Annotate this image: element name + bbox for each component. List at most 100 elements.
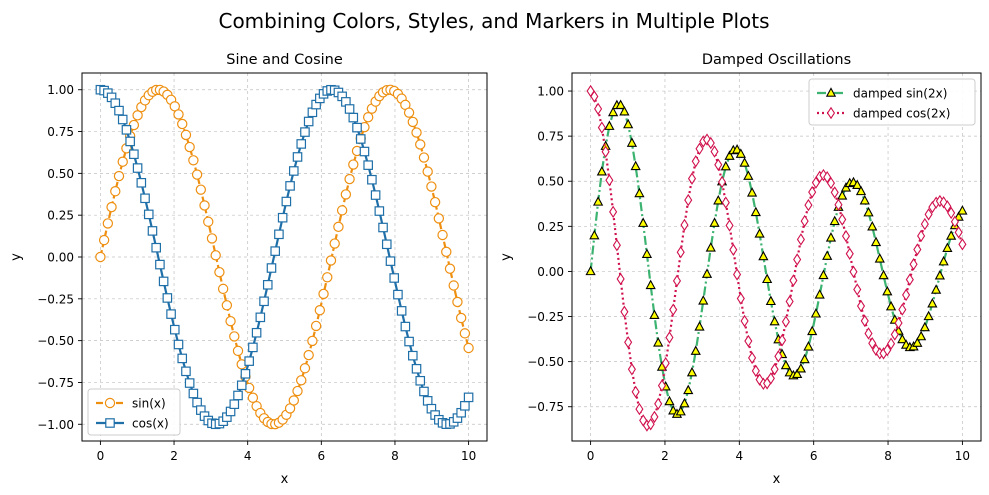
data-point [717, 175, 727, 189]
data-point [463, 342, 474, 354]
data-point [403, 107, 415, 118]
data-point [407, 116, 419, 128]
data-point [155, 259, 165, 270]
data-point [811, 176, 820, 189]
data-point [814, 289, 825, 299]
data-point [140, 193, 150, 204]
data-point [825, 232, 837, 242]
data-point [898, 303, 907, 316]
data-point [915, 330, 927, 341]
data-point [701, 268, 713, 278]
data-point [400, 321, 411, 332]
data-point [113, 170, 125, 182]
data-point [691, 155, 700, 168]
data-point [958, 238, 967, 251]
data-point [418, 152, 430, 163]
data-point [177, 353, 188, 364]
data-point [422, 396, 433, 406]
data-point [885, 300, 897, 311]
data-point [251, 327, 262, 338]
data-point [882, 285, 893, 296]
data-point [98, 234, 110, 246]
data-point [147, 226, 158, 236]
data-point [214, 266, 225, 278]
data-point [444, 263, 456, 274]
data-point [232, 345, 244, 357]
data-point [840, 182, 852, 192]
y-tick-label: 0.50 [47, 167, 74, 181]
data-point [823, 170, 832, 184]
data-point [195, 184, 207, 195]
data-point [605, 174, 614, 187]
data-point [808, 185, 817, 199]
data-point [106, 201, 117, 213]
legend-item: sin(x) [96, 397, 166, 411]
legend-marker [105, 418, 115, 428]
legend-box [808, 78, 976, 126]
data-point [426, 181, 437, 192]
data-point [270, 246, 281, 256]
data-point [739, 157, 750, 167]
data-point [217, 283, 229, 295]
data-point [665, 331, 674, 344]
x-tick-label: 0 [97, 449, 105, 463]
series-damped-cos-2x- [586, 84, 967, 432]
data-point [415, 375, 426, 386]
data-point [288, 395, 299, 406]
data-point [236, 380, 247, 391]
data-point [878, 269, 889, 280]
data-point [601, 145, 610, 158]
data-point [740, 314, 749, 328]
data-point [676, 246, 685, 259]
data-point [199, 200, 210, 211]
x-tick-label: 8 [884, 449, 892, 463]
data-point [845, 247, 854, 260]
data-point [912, 337, 923, 347]
data-point [743, 170, 754, 180]
data-point [422, 166, 433, 177]
data-point [169, 324, 180, 335]
y-tick-label: −0.75 [527, 400, 564, 414]
data-point [957, 205, 968, 215]
plot-frame [571, 72, 982, 442]
data-point [664, 395, 675, 406]
data-point [184, 378, 195, 388]
x-tick-label: 10 [461, 449, 476, 463]
data-point [774, 350, 783, 363]
data-point [448, 280, 459, 291]
y-tick-label: 0.75 [537, 130, 564, 144]
data-point [930, 284, 942, 294]
data-point [748, 351, 757, 365]
data-point [646, 418, 655, 431]
data-point [210, 250, 221, 261]
data-point [624, 336, 633, 349]
data-point [686, 366, 698, 377]
data-point [920, 217, 929, 231]
data-point [180, 129, 192, 141]
plot-frame [81, 72, 488, 442]
data-point [766, 372, 775, 385]
data-point [385, 256, 396, 266]
data-point [314, 304, 326, 316]
figure-title: Combining Colors, Styles, and Markers in… [218, 9, 769, 33]
data-point [296, 139, 307, 149]
data-point [649, 309, 660, 320]
x-tick-label: 2 [661, 449, 669, 463]
data-point [834, 198, 843, 211]
data-point [867, 221, 878, 231]
data-point [396, 306, 407, 316]
x-tick-label: 4 [735, 449, 743, 463]
x-tick-label: 2 [170, 449, 178, 463]
data-point [863, 206, 874, 217]
data-point [125, 136, 135, 147]
data-point [785, 295, 794, 308]
data-point [714, 158, 723, 171]
data-point [800, 214, 809, 228]
data-point [121, 125, 132, 135]
data-point [778, 334, 787, 347]
data-point [679, 397, 690, 408]
data-point [954, 226, 963, 239]
legend-item: cos(x) [96, 417, 169, 431]
data-point [627, 363, 636, 376]
